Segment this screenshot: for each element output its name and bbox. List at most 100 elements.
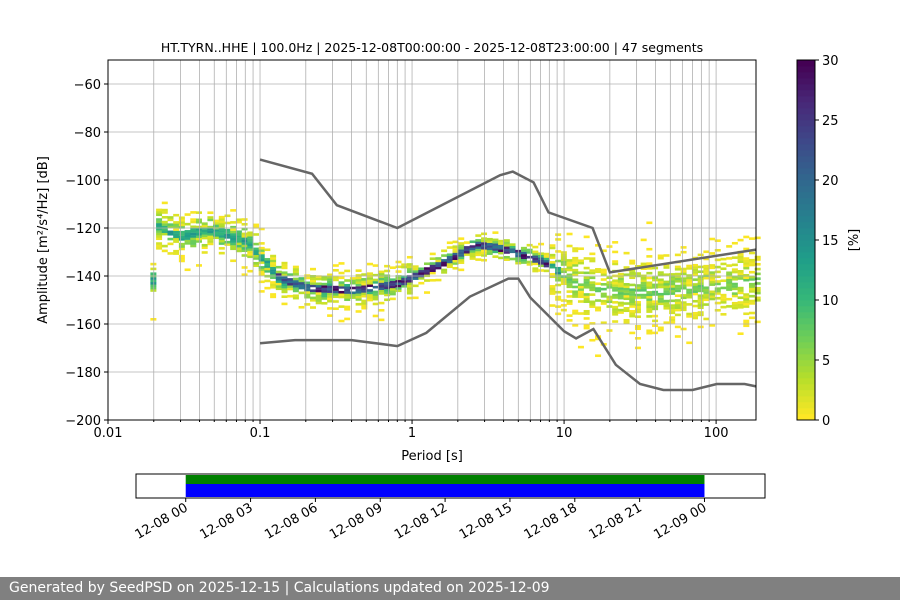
density-cell <box>281 295 288 299</box>
density-cell <box>720 301 727 304</box>
density-cell <box>549 244 556 247</box>
density-cell <box>247 243 254 247</box>
density-cell <box>338 286 345 289</box>
density-cell <box>589 288 596 292</box>
density-cell <box>583 295 590 299</box>
density-cell <box>469 245 476 248</box>
density-cell <box>709 280 716 284</box>
density-cell <box>458 258 465 262</box>
density-cell <box>218 239 225 243</box>
colorbar-segment <box>797 276 815 283</box>
density-cell <box>230 209 237 212</box>
density-cell <box>583 324 590 327</box>
density-cell <box>195 235 202 238</box>
density-cell <box>178 216 185 220</box>
density-cell <box>748 282 755 286</box>
density-cell <box>481 254 488 257</box>
density-cell <box>304 283 311 287</box>
density-cell <box>498 251 505 255</box>
density-cell <box>389 287 396 291</box>
density-cell <box>566 280 573 284</box>
density-cell <box>367 262 374 266</box>
density-cell <box>475 248 482 252</box>
density-cell <box>612 241 619 244</box>
density-cell <box>184 213 191 216</box>
density-cell <box>475 239 482 242</box>
density-cell <box>634 310 641 314</box>
density-cell <box>498 249 505 253</box>
density-cell <box>583 281 590 284</box>
density-cell <box>178 223 185 227</box>
density-cell <box>714 282 721 286</box>
density-cell <box>617 289 624 293</box>
density-cell <box>321 287 328 291</box>
density-cell <box>372 264 379 267</box>
density-cell <box>663 302 670 305</box>
density-cell <box>640 267 647 270</box>
density-cell <box>281 276 288 279</box>
y-tick-label: −200 <box>65 414 101 429</box>
y-axis-label: Amplitude [m²/s⁴/Hz] [dB] <box>36 156 51 324</box>
density-cell <box>173 221 180 224</box>
density-cell <box>486 247 493 251</box>
density-cell <box>469 247 476 251</box>
density-cell <box>669 292 676 295</box>
density-cell <box>224 228 231 232</box>
density-cell <box>441 271 448 274</box>
density-cell <box>184 237 191 240</box>
x-tick-label: 10 <box>556 426 573 441</box>
density-cell <box>612 284 619 287</box>
density-cell <box>566 273 573 277</box>
density-cell <box>195 211 202 214</box>
density-cell <box>589 322 596 325</box>
density-cell <box>583 278 590 282</box>
density-cell <box>589 300 596 304</box>
density-cell <box>754 267 761 271</box>
density-cell <box>555 269 562 272</box>
density-cell <box>429 264 436 268</box>
density-cell <box>230 245 237 248</box>
density-cell <box>190 230 197 233</box>
density-cell <box>617 301 624 305</box>
density-cell <box>686 312 693 316</box>
colorbar-segment <box>797 282 815 289</box>
density-cell <box>583 276 590 279</box>
density-cell <box>652 285 659 289</box>
density-cell <box>310 267 317 271</box>
density-cell <box>703 303 710 306</box>
colorbar-segment <box>797 264 815 271</box>
density-cell <box>600 295 607 298</box>
density-cell <box>629 262 636 265</box>
density-cell <box>623 309 630 313</box>
density-cell <box>355 310 362 313</box>
density-cell <box>731 268 738 271</box>
density-cell <box>452 262 459 265</box>
density-cell <box>634 301 641 304</box>
density-cell <box>304 291 311 294</box>
density-cell <box>378 275 385 278</box>
density-cell <box>247 250 254 254</box>
density-cell <box>389 292 396 296</box>
density-cell <box>207 225 214 229</box>
density-cell <box>583 271 590 275</box>
density-cell <box>218 225 225 229</box>
density-cell <box>264 270 271 273</box>
density-cell <box>577 290 584 294</box>
density-cell <box>509 243 516 246</box>
density-cell <box>406 267 413 271</box>
density-cell <box>703 272 710 275</box>
density-cell <box>258 256 265 260</box>
density-cell <box>754 236 761 240</box>
density-cell <box>743 257 750 260</box>
density-cell <box>281 266 288 270</box>
density-cell <box>686 295 693 299</box>
density-cell <box>634 308 641 311</box>
density-cell <box>509 250 516 254</box>
density-cell <box>646 221 653 225</box>
density-cell <box>680 296 687 300</box>
density-cell <box>481 258 488 262</box>
density-cell <box>714 289 721 293</box>
density-cell <box>406 265 413 269</box>
density-cell <box>498 242 505 245</box>
density-cell <box>731 306 738 310</box>
